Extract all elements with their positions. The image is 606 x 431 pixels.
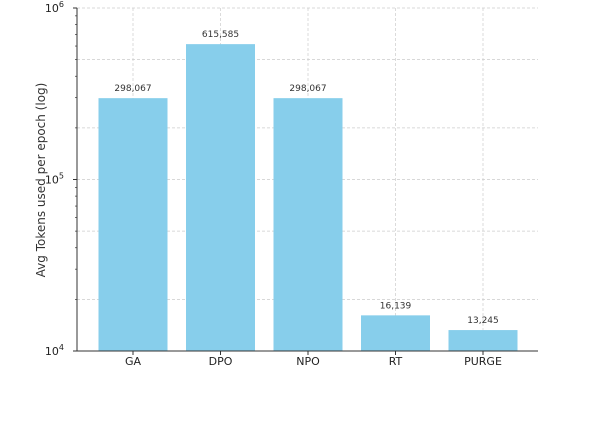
x-tick-label: PURGE bbox=[464, 355, 502, 368]
y-axis-label: Avg Tokens used per epoch (log) bbox=[34, 83, 48, 278]
y-tick-label: 105 bbox=[45, 172, 64, 187]
bar-rt bbox=[361, 315, 430, 351]
data-label: 16,139 bbox=[380, 301, 412, 311]
x-tick-label: RT bbox=[389, 355, 403, 368]
bar-dpo bbox=[186, 44, 255, 351]
x-tick-label: GA bbox=[125, 355, 142, 368]
bar-purge bbox=[448, 330, 518, 351]
bars: 298,067 615,585 298,067 16,139 13,245 bbox=[98, 30, 518, 351]
x-tick-label: DPO bbox=[209, 355, 233, 368]
data-label: 298,067 bbox=[289, 84, 326, 94]
bar-npo bbox=[273, 98, 343, 351]
x-tick-label: NPO bbox=[296, 355, 320, 368]
data-label: 298,067 bbox=[114, 84, 151, 94]
y-tick-label: 104 bbox=[45, 343, 64, 358]
data-label: 13,245 bbox=[467, 316, 499, 326]
bar-ga bbox=[98, 98, 168, 351]
axes: GA DPO NPO RT PURGE 104 105 106 bbox=[45, 0, 538, 368]
y-tick-label: 106 bbox=[45, 0, 64, 15]
data-label: 615,585 bbox=[202, 30, 239, 40]
